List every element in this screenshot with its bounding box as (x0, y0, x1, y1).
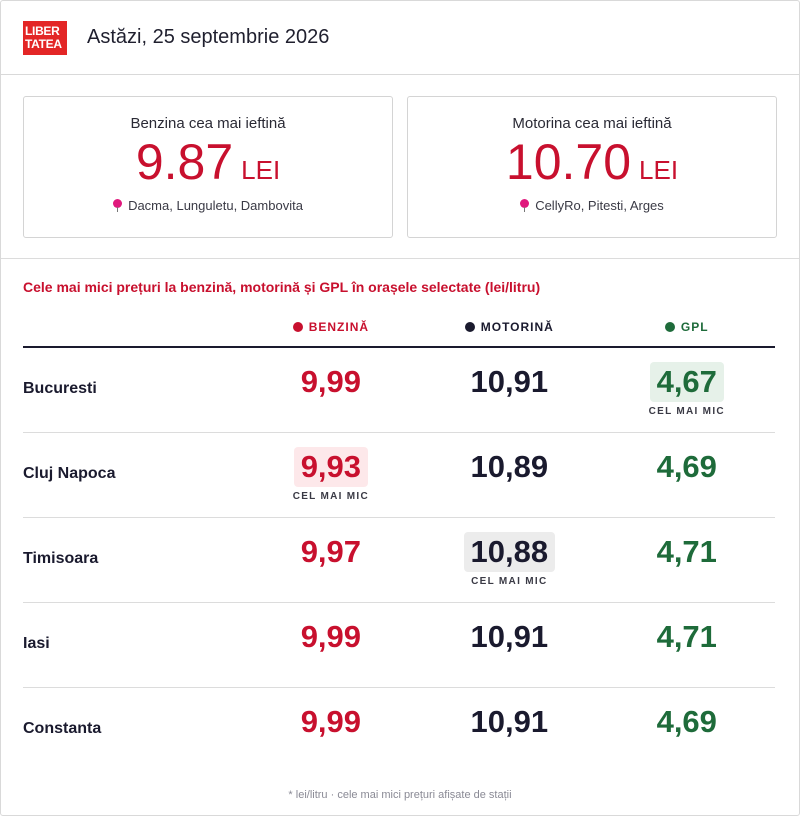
table-row: Bucuresti 9,99 10,91 4,67 CEL MAI MIC (23, 348, 775, 433)
logo-text-line2: TATEA (25, 36, 62, 51)
section-divider (1, 258, 799, 259)
logo-text-line1: LIBER (25, 23, 60, 38)
price-gpl: 4,71 (656, 534, 717, 569)
page-date: Astăzi, 25 septembrie 2026 (87, 26, 330, 48)
city-name: Iasi (23, 635, 50, 652)
price-benzina: 9,97 (300, 534, 362, 569)
city-name: Constanta (23, 720, 102, 737)
price-cell-benzina: 9,99 (242, 617, 420, 657)
card-cheapest-benzina: Benzina cea mai ieftină 9.87 LEI Dacma, L… (23, 96, 393, 238)
price-cell-motorina: 10,91 (420, 617, 598, 657)
lowest-badge: CEL MAI MIC (648, 406, 725, 417)
price-value: 9.87 (135, 134, 234, 190)
price-motorina: 10,91 (470, 704, 549, 739)
card-cheapest-motorina: Motorina cea mai ieftină 10.70 LEI CellyR… (407, 96, 777, 238)
location-text: CellyRo, Pitesti, Arges (535, 198, 664, 213)
price-benzina: 9,99 (300, 364, 362, 399)
table-subtitle: Cele mai mici prețuri la benzină, motori… (23, 279, 541, 295)
card-location: CellyRo, Pitesti, Arges (408, 198, 776, 213)
cheapest-cards: Benzina cea mai ieftină 9.87 LEI Dacma, L… (1, 75, 799, 238)
price-cell-gpl: 4,69 (599, 447, 775, 487)
price-unit: LEI (241, 155, 281, 185)
price-cell-motorina: 10,91 (420, 702, 598, 742)
header-label: MOTORINĂ (480, 320, 554, 334)
price-cell-benzina: 9,99 (242, 362, 420, 402)
price-cell-gpl: 4,67 CEL MAI MIC (599, 362, 775, 417)
lowest-badge: CEL MAI MIC (471, 576, 548, 587)
table-row: Cluj Napoca 9,93 CEL MAI MIC 10,89 4,69 (23, 433, 775, 518)
card-price: 10.70 LEI (408, 136, 776, 190)
city-name: Cluj Napoca (23, 465, 116, 482)
price-motorina: 10,89 (470, 449, 549, 484)
card-title: Motorina cea mai ieftină (512, 115, 672, 132)
table-row: Iasi 9,99 10,91 4,71 (23, 603, 775, 688)
table-header: BENZINĂ MOTORINĂ GPL (23, 308, 775, 348)
price-gpl: 4,69 (656, 449, 717, 484)
price-unit: LEI (639, 155, 679, 185)
price-cell-motorina: 10,88 CEL MAI MIC (420, 532, 598, 587)
city-name: Bucuresti (23, 380, 97, 397)
map-pin-icon (113, 199, 123, 212)
header-label: BENZINĂ (308, 320, 370, 334)
price-cell-gpl: 4,71 (599, 532, 775, 572)
price-cell-gpl: 4,69 (599, 702, 775, 742)
header: LIBER TATEA Astăzi, 25 septembrie 2026 (1, 1, 799, 75)
table-row: Constanta 9,99 10,91 4,69 (23, 688, 775, 773)
city-name: Timisoara (23, 550, 99, 567)
price-benzina: 9,99 (300, 619, 362, 654)
price-gpl: 4,69 (656, 704, 717, 739)
price-gpl: 4,67 (649, 362, 724, 402)
header-label: GPL (680, 320, 709, 334)
card-price: 9.87 LEI (24, 136, 392, 190)
price-cell-benzina: 9,99 (242, 702, 420, 742)
lowest-badge: CEL MAI MIC (292, 491, 370, 502)
location-text: Dacma, Lunguletu, Dambovita (128, 198, 303, 213)
price-value: 10.70 (505, 134, 632, 190)
price-benzina: 9,93 (293, 447, 369, 487)
price-cell-gpl: 4,71 (599, 617, 775, 657)
benzina-dot-icon (292, 322, 303, 332)
table-body: Bucuresti 9,99 10,91 4,67 CEL MAI MIC Cluj Na… (23, 348, 775, 773)
price-benzina: 9,99 (300, 704, 362, 739)
footer-note: * lei/litru · cele mai mici prețuri afiș… (288, 789, 512, 801)
card-location: Dacma, Lunguletu, Dambovita (24, 198, 392, 213)
libertatea-logo[interactable]: LIBER TATEA (23, 20, 67, 55)
price-motorina: 10,91 (470, 364, 549, 399)
header-motorina: MOTORINĂ (420, 320, 598, 334)
price-table: BENZINĂ MOTORINĂ GPL Bucuresti 9,99 10,91 4… (23, 308, 775, 773)
price-cell-motorina: 10,91 (420, 362, 598, 402)
price-motorina: 10,88 (463, 532, 556, 572)
map-pin-icon (520, 199, 530, 212)
table-row: Timisoara 9,97 10,88 CEL MAI MIC 4,71 (23, 518, 775, 603)
gpl-dot-icon (664, 322, 675, 332)
price-cell-benzina: 9,93 CEL MAI MIC (242, 447, 420, 502)
price-motorina: 10,91 (470, 619, 549, 654)
motorina-dot-icon (464, 322, 475, 332)
price-cell-benzina: 9,97 (242, 532, 420, 572)
price-gpl: 4,71 (656, 619, 717, 654)
header-gpl: GPL (599, 320, 775, 334)
card-title: Benzina cea mai ieftină (130, 115, 286, 132)
header-benzina: BENZINĂ (242, 320, 420, 334)
price-cell-motorina: 10,89 (420, 447, 598, 487)
